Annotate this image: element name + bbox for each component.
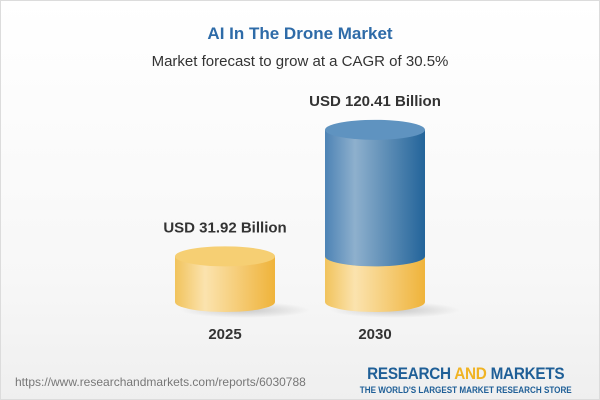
data-label: USD 31.92 Billion <box>163 219 286 236</box>
cylinder-chart: USD 31.92 Billion 2025 USD 120.41 Billion 2… <box>163 93 460 343</box>
bar-2030-growth-top <box>325 119 425 140</box>
source-url[interactable]: https://www.researchandmarkets.com/repor… <box>15 375 306 389</box>
bar-2025-top <box>175 246 275 267</box>
bar-2030-base-body <box>325 256 425 312</box>
chart-subtitle: Market forecast to grow at a CAGR of 30.… <box>151 53 449 70</box>
category-label: 2025 <box>208 326 241 343</box>
research-and-markets-logo: RESEARCH AND MARKETS THE WORLD'S LARGEST… <box>359 364 572 395</box>
data-label: USD 120.41 Billion <box>309 93 441 110</box>
category-label: 2030 <box>358 326 391 343</box>
bar-2030-growth-body <box>325 129 425 267</box>
chart-title: AI In The Drone Market <box>207 24 393 43</box>
bar-2025-body <box>175 256 275 312</box>
